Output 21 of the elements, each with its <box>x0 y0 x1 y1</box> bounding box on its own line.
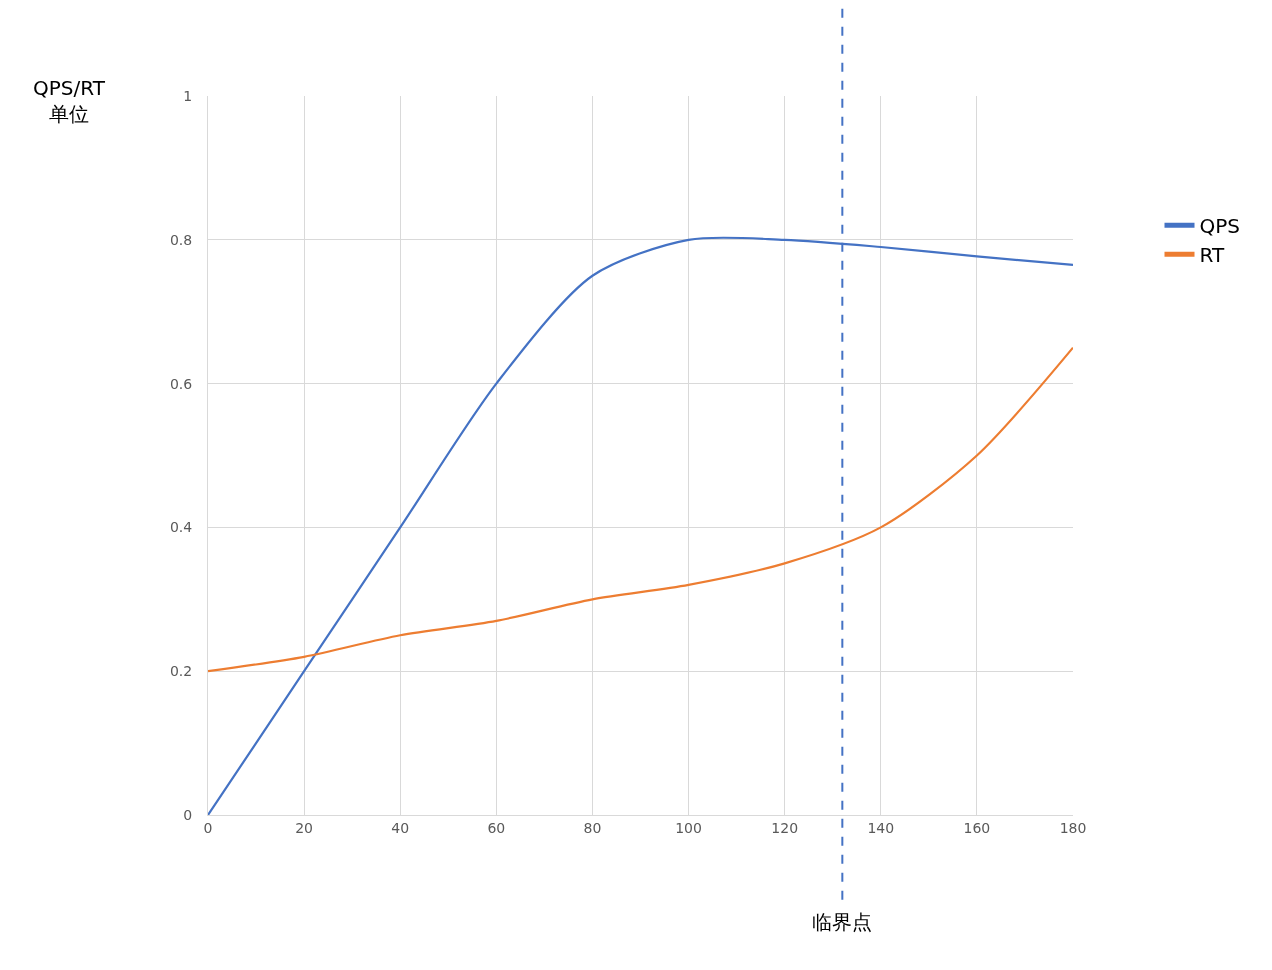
legend-label: RT <box>1199 243 1225 268</box>
y-axis-title: QPS/RT 单位 <box>33 76 106 126</box>
x-tick-label: 120 <box>771 819 799 836</box>
y-tick-label: 0.4 <box>169 519 193 536</box>
y-tick-label: 0 <box>183 806 193 823</box>
line-series <box>208 346 1073 673</box>
x-tick-label: 80 <box>583 819 602 836</box>
y-tick-label: 0.6 <box>169 375 193 392</box>
x-tick-label: 180 <box>1059 819 1087 836</box>
x-tick-label: 20 <box>295 819 314 836</box>
x-tick-label: 160 <box>963 819 991 836</box>
y-tick-label: 1 <box>183 87 193 104</box>
x-tick-label: 60 <box>487 819 506 836</box>
ref-line-label: 临界点 <box>812 910 872 934</box>
x-tick-label: 140 <box>867 819 895 836</box>
x-tick-label: 40 <box>391 819 410 836</box>
x-tick-label: 100 <box>675 819 702 836</box>
x-tick-label: 0 <box>203 819 213 836</box>
y-tick-label: 0.8 <box>169 231 193 248</box>
legend-label: QPS <box>1199 214 1240 239</box>
y-tick-label: 0.2 <box>169 663 193 680</box>
